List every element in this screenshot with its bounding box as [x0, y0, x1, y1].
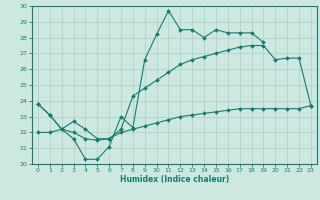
X-axis label: Humidex (Indice chaleur): Humidex (Indice chaleur) — [120, 175, 229, 184]
